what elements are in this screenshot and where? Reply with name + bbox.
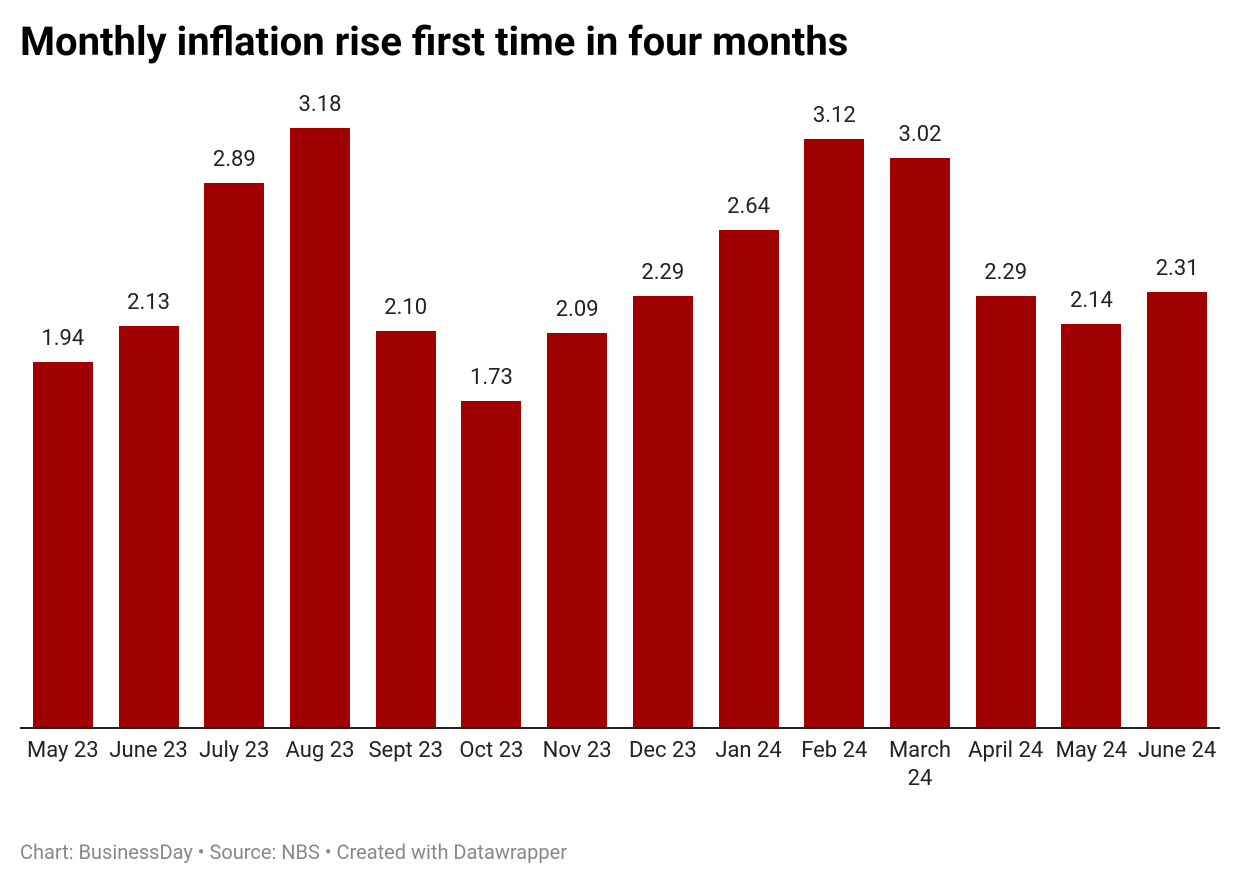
bar (32, 361, 93, 727)
bar (547, 333, 608, 727)
bar (975, 295, 1036, 727)
x-tick-label: April 24 (968, 738, 1044, 763)
value-label: 2.29 (984, 259, 1028, 285)
x-tick-label: Nov 23 (542, 738, 612, 763)
x-tick-label: Oct 23 (459, 738, 524, 763)
bar (375, 331, 436, 727)
value-label: 3.18 (298, 92, 342, 117)
value-label: 1.94 (41, 325, 85, 351)
value-label: 2.31 (1155, 255, 1199, 281)
bar (290, 128, 350, 727)
value-label: 2.14 (1069, 287, 1113, 313)
bar (461, 401, 522, 727)
value-label: 2.89 (212, 146, 256, 172)
value-label: 2.29 (641, 259, 685, 285)
x-tick-label: May 23 (27, 738, 99, 763)
bar (718, 229, 779, 727)
footer: Chart: BusinessDay • Source: NBS • Creat… (20, 840, 567, 864)
value-label: 3.12 (812, 103, 856, 129)
x-tick-label: July 23 (199, 738, 270, 763)
chart-title: Monthly inflation rise first time in fou… (20, 18, 849, 65)
bar (890, 158, 950, 727)
x-tick-label: June 23 (109, 738, 188, 763)
value-label: 1.73 (469, 365, 513, 391)
bar (118, 325, 179, 727)
value-label: 2.64 (727, 193, 771, 219)
bar (804, 139, 865, 727)
x-tick-label: March 24 (888, 738, 952, 791)
bar (632, 295, 693, 727)
bar (204, 182, 265, 727)
value-label: 2.13 (127, 289, 171, 315)
x-tick-label: June 24 (1138, 738, 1217, 763)
x-tick-label: Aug 23 (285, 738, 355, 763)
x-tick-label: May 24 (1055, 738, 1128, 763)
value-label: 3.02 (898, 122, 942, 148)
bar (1147, 291, 1208, 727)
x-tick-label: Feb 24 (801, 738, 868, 763)
x-tick-label: Sept 23 (368, 738, 443, 763)
x-tick-label: Jan 24 (715, 738, 782, 763)
value-label: 2.10 (384, 295, 428, 321)
baseline (20, 727, 1220, 729)
bar (1061, 323, 1122, 727)
value-label: 2.09 (555, 297, 599, 323)
x-tick-label: Dec 23 (628, 738, 697, 763)
